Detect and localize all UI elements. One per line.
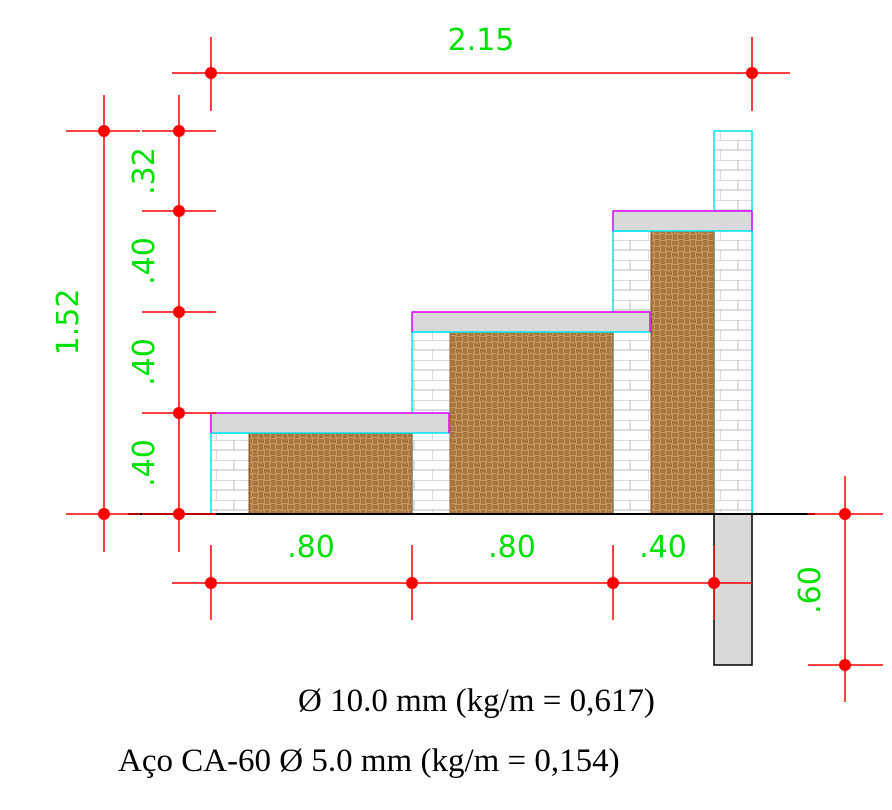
fill-block-step-3	[650, 230, 715, 515]
fill-block-step-1	[248, 432, 413, 515]
dim-step-height-1: .40	[127, 439, 162, 487]
dimension-dots	[98, 67, 851, 671]
slab-step-1	[210, 412, 450, 434]
slab-step-2	[411, 311, 651, 333]
dim-step-height-3: .40	[127, 237, 162, 285]
brick-wall-top	[713, 130, 753, 515]
footing	[713, 513, 753, 666]
dim-total-width: 2.15	[448, 23, 515, 58]
slab-step-3	[612, 210, 753, 232]
dim-step-height-4: .32	[127, 147, 162, 195]
step-slabs	[210, 210, 753, 434]
dim-step-width-3: .40	[639, 530, 687, 565]
dim-step-height-2: .40	[127, 338, 162, 386]
rebar-note-5mm: Aço CA-60 Ø 5.0 mm (kg/m = 0,154)	[118, 743, 620, 779]
dim-footing-depth: .60	[793, 566, 828, 614]
fill-blocks	[248, 230, 715, 515]
dim-step-width-1: .80	[287, 530, 335, 565]
dim-total-height: 1.52	[51, 289, 86, 356]
dim-step-width-2: .80	[488, 530, 536, 565]
fill-block-step-2	[449, 331, 614, 515]
rebar-note-10mm: Ø 10.0 mm (kg/m = 0,617)	[298, 683, 655, 719]
